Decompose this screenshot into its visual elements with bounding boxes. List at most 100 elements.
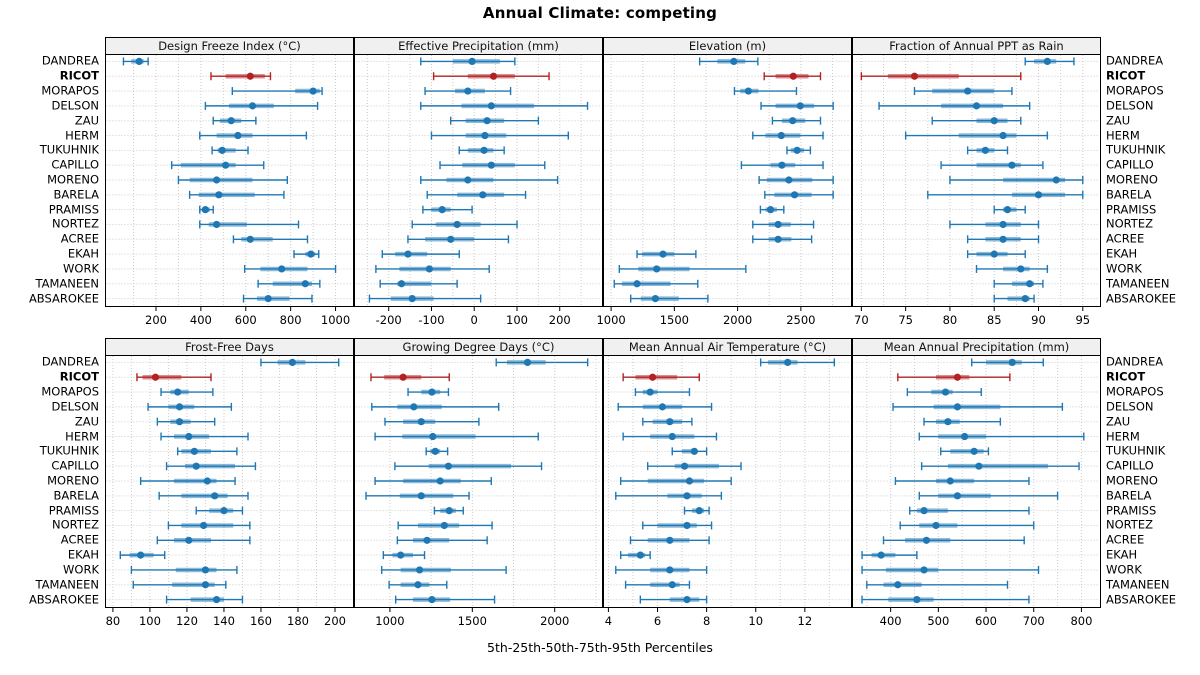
percentile-row-herm: [752, 131, 824, 140]
site-label-capillo: CAPILLO: [51, 458, 99, 473]
percentile-row-ekah: [119, 551, 166, 560]
axis-tick-label: 2500: [786, 313, 815, 327]
percentile-row-ekah: [382, 551, 426, 560]
percentile-row-zau: [384, 417, 480, 426]
percentile-row-ricot: [370, 373, 450, 382]
site-label-tamaneen: TAMANEEN: [35, 276, 99, 291]
percentile-row-delson: [204, 101, 319, 110]
axis-tick-label: 500: [927, 614, 949, 628]
percentile-row-pramiss: [433, 506, 464, 515]
site-label-work: WORK: [1106, 261, 1142, 276]
site-labels-left-top: DANDREA RICOT MORAPOS DELSON ZAU HERM TUKUHNIK…: [1, 54, 99, 306]
percentile-row-herm: [918, 432, 1085, 441]
percentile-row-acree: [752, 235, 813, 244]
site-label-zau: ZAU: [1106, 113, 1131, 128]
site-label-tamaneen: TAMANEEN: [1106, 276, 1170, 291]
site-label-ricot: RICOT: [1106, 369, 1146, 384]
percentile-row-ricot: [136, 373, 212, 382]
site-label-ricot: RICOT: [59, 369, 99, 384]
site-label-morapos: MORAPOS: [41, 384, 99, 399]
percentile-row-capillo: [439, 161, 546, 170]
percentile-row-work: [130, 565, 238, 574]
site-label-nortez: NORTEZ: [1106, 216, 1153, 231]
panel-strip: [105, 37, 354, 55]
site-label-morapos: MORAPOS: [1106, 384, 1164, 399]
axis-tick-label: 200: [324, 614, 346, 628]
axis-tick-label: -200: [376, 313, 402, 327]
percentile-row-dandrea: [495, 358, 589, 367]
percentile-row-tukuhnik: [786, 146, 812, 155]
percentile-row-herm: [374, 432, 539, 441]
percentile-row-pramiss: [683, 506, 710, 515]
percentile-row-zau: [642, 417, 693, 426]
percentile-row-ekah: [636, 250, 697, 259]
percentile-row-pramiss: [909, 506, 1030, 515]
site-label-pramiss: PRAMISS: [48, 202, 99, 217]
site-label-moreno: MORENO: [1106, 172, 1158, 187]
percentile-row-delson: [760, 101, 834, 110]
panel-strip: [852, 37, 1101, 55]
percentile-row-capillo: [920, 462, 1080, 471]
site-label-nortez: NORTEZ: [52, 216, 99, 231]
site-label-nortez: NORTEZ: [1106, 517, 1153, 532]
percentile-row-barela: [365, 491, 470, 500]
site-label-work: WORK: [1106, 562, 1142, 577]
site-label-nortez: NORTEZ: [52, 517, 99, 532]
percentile-row-capillo: [171, 161, 265, 170]
percentile-row-moreno: [758, 176, 834, 184]
percentile-row-moreno: [374, 477, 492, 485]
site-label-barela: BARELA: [1106, 187, 1152, 202]
percentile-row-barela: [426, 190, 527, 199]
site-label-delson: DELSON: [1106, 98, 1154, 113]
panel-elevation-m: Elevation (m) 1000 1500 2000 2500: [596, 37, 852, 327]
panel-strip: [105, 338, 354, 356]
percentile-row-moreno: [420, 176, 559, 184]
site-label-dandrea: DANDREA: [1106, 354, 1164, 369]
site-label-barela: BARELA: [53, 187, 99, 202]
percentile-row-ekah: [966, 250, 1026, 259]
percentile-row-barela: [158, 491, 249, 500]
percentile-row-capillo: [646, 462, 742, 471]
panel-title: Effective Precipitation (mm): [398, 39, 559, 53]
site-label-capillo: CAPILLO: [51, 157, 99, 172]
percentile-row-capillo: [740, 161, 824, 170]
percentile-row-delson: [147, 402, 233, 411]
percentile-row-ricot: [432, 72, 550, 81]
panel-title: Elevation (m): [689, 39, 766, 53]
panel-title: Frost-Free Days: [185, 340, 274, 354]
percentile-row-zau: [450, 116, 540, 125]
percentile-row-morapos: [407, 388, 450, 397]
percentile-row-acree: [232, 235, 309, 244]
percentile-row-absarokee: [861, 595, 1030, 604]
site-label-capillo: CAPILLO: [1106, 458, 1154, 473]
percentile-row-tamaneen: [993, 279, 1044, 288]
percentile-row-acree: [882, 536, 1025, 545]
percentile-row-tamaneen: [257, 279, 321, 288]
percentile-row-ricot: [622, 373, 700, 382]
percentile-row-tamaneen: [132, 580, 227, 589]
axis-tick-label: 8: [703, 614, 710, 628]
percentile-row-barela: [927, 190, 1084, 199]
percentile-row-tukuhnik: [966, 146, 1009, 155]
percentile-row-absarokee: [630, 294, 709, 303]
percentile-row-morapos: [634, 388, 691, 397]
site-label-tamaneen: TAMANEEN: [35, 577, 99, 592]
percentile-row-ricot: [860, 72, 1022, 81]
axis-tick-label: 800: [1070, 614, 1092, 628]
panel-title: Fraction of Annual PPT as Rain: [889, 39, 1063, 53]
percentile-row-work: [375, 264, 490, 273]
percentile-row-pramiss: [993, 205, 1026, 214]
site-label-absarokee: ABSAROKEE: [1106, 291, 1177, 306]
percentile-row-tukuhnik: [176, 447, 238, 456]
percentile-row-pramiss: [759, 205, 785, 214]
percentile-row-nortez: [949, 220, 1040, 229]
site-label-acree: ACREE: [60, 532, 99, 547]
axis-tick-label: 1500: [458, 614, 487, 628]
percentile-row-ricot: [897, 373, 1011, 382]
site-label-ricot: RICOT: [1106, 68, 1146, 83]
site-label-absarokee: ABSAROKEE: [28, 291, 99, 306]
site-labels-left-bottom: DANDREA RICOT MORAPOS DELSON ZAU HERM TUKUHNIK…: [1, 355, 99, 607]
site-label-pramiss: PRAMISS: [48, 503, 99, 518]
percentile-row-absarokee: [242, 294, 313, 303]
site-label-zau: ZAU: [74, 113, 99, 128]
